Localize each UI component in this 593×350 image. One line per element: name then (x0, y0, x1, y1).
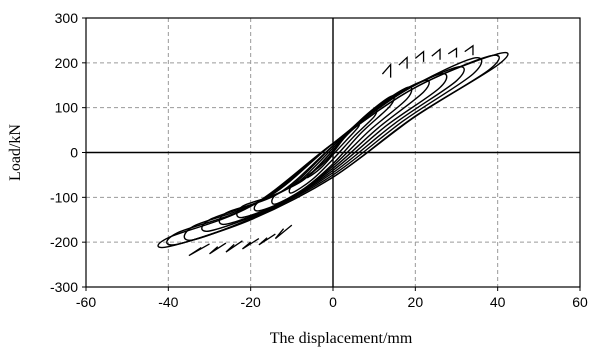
y-tick-label: 100 (55, 100, 79, 116)
y-tick-label: -100 (50, 189, 78, 205)
y-tick-label: -300 (50, 279, 78, 295)
y-tick-label: 200 (55, 55, 79, 71)
loop-peak-segment-10 (188, 243, 210, 257)
y-tick-label: 0 (70, 145, 78, 161)
loop-peak-segment-3 (447, 47, 458, 58)
x-tick-label: 40 (490, 294, 506, 310)
hysteresis-loop-10 (157, 51, 509, 249)
y-axis-title: Load/kN (7, 124, 24, 181)
loop-peak-segment-4 (464, 44, 474, 56)
loop-peak-segment-7 (242, 238, 260, 250)
x-tick-label: 0 (329, 294, 337, 310)
loop-peak-segment-5 (398, 55, 408, 69)
x-tick-label: 20 (408, 294, 424, 310)
y-tick-label: 300 (55, 10, 79, 26)
loop-peak-segment-6 (381, 62, 392, 78)
y-tick-label: -200 (50, 234, 78, 250)
hysteresis-loop-1 (306, 124, 360, 179)
x-tick-label: -60 (76, 294, 96, 310)
x-tick-label: -40 (158, 294, 178, 310)
loop-peak-segment-8 (225, 240, 243, 253)
loop-peak-segment-2 (431, 48, 441, 60)
x-tick-label: -20 (241, 294, 261, 310)
loop-peak-segment-1 (414, 50, 425, 62)
loop-peak-segment-9 (209, 242, 227, 255)
loop-peak-segment-11 (258, 233, 276, 246)
x-tick-label: 60 (572, 294, 588, 310)
x-axis-title: The displacement/mm (270, 330, 413, 347)
loop-peak-segment-12 (274, 224, 293, 240)
hysteresis-loop-3 (271, 95, 395, 205)
